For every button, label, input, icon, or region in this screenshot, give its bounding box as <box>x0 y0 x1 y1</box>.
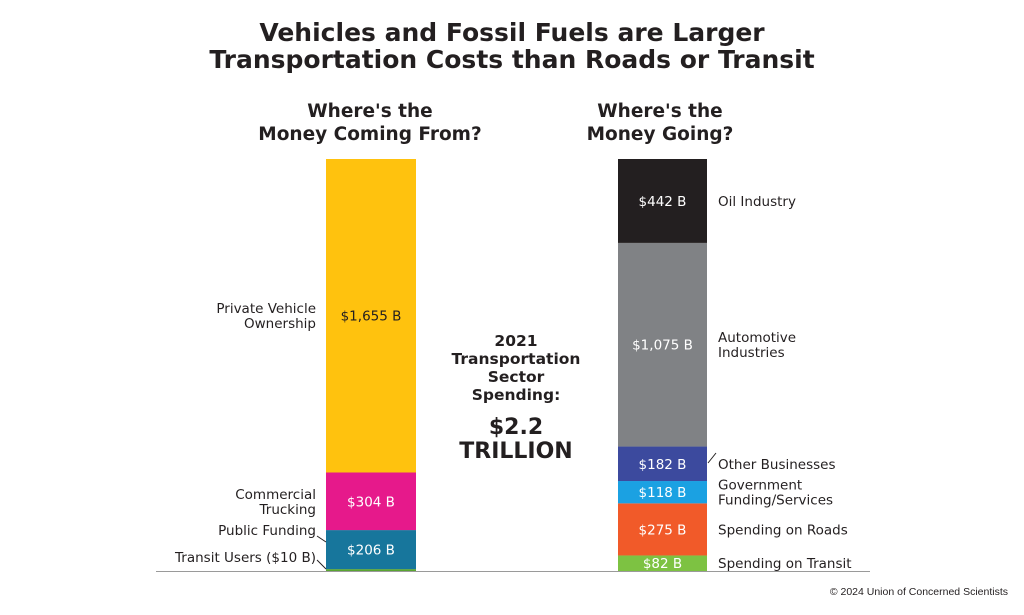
chart-title: Vehicles and Fossil Fuels are Larger Tra… <box>0 19 1024 73</box>
bar-segment-automotive-industries <box>618 242 707 447</box>
bar-segment-other-businesses <box>618 446 707 482</box>
right-heading-line2: Money Going? <box>586 124 734 145</box>
category-label-commercial-trucking: Commercial Trucking <box>235 487 316 518</box>
bar-segment-commercial-trucking <box>326 472 416 531</box>
left-heading-line2: Money Coming From? <box>258 124 482 145</box>
callout-line3: Sector <box>487 368 545 386</box>
leader-line-other-businesses <box>707 452 717 464</box>
right-heading-line1: Where's the <box>597 101 723 122</box>
category-label-spending-on-roads: Spending on Roads <box>718 522 848 538</box>
bar-segment-private-vehicle-ownership <box>326 159 416 473</box>
chart-title-line2: Transportation Costs than Roads or Trans… <box>209 45 815 74</box>
callout-line2: Transportation <box>451 350 581 368</box>
bar-segment-spending-on-roads <box>618 503 707 556</box>
chart-title-line1: Vehicles and Fossil Fuels are Larger <box>259 18 765 47</box>
value-label-other-businesses: $182 B <box>639 457 687 473</box>
callout-amount: $2.2 <box>488 415 544 440</box>
callout-line4: Spending: <box>471 386 561 404</box>
bar-segment-oil-industry <box>618 159 707 243</box>
value-label-private-vehicle-ownership: $1,655 B <box>341 309 402 325</box>
category-label-oil-industry: Oil Industry <box>718 194 796 210</box>
copyright-credit: © 2024 Union of Concerned Scientists <box>829 586 1008 598</box>
value-label-oil-industry: $442 B <box>639 194 687 210</box>
callout-year: 2021 <box>494 332 538 350</box>
category-label-spending-on-transit: Spending on Transit <box>718 556 852 572</box>
bar-segment-public-funding <box>326 530 416 570</box>
category-label-private-vehicle-ownership: Private Vehicle Ownership <box>216 301 316 332</box>
value-label-spending-on-transit: $82 B <box>643 556 682 572</box>
total-spending-callout: 2021 Transportation Sector Spending: $2.… <box>436 332 596 464</box>
leader-line-public-funding <box>316 535 327 543</box>
bar-segment-spending-on-transit <box>618 555 707 571</box>
right-column-heading: Where's the Money Going? <box>510 100 810 146</box>
leader-line-transit-users <box>316 559 327 570</box>
left-column-heading: Where's the Money Coming From? <box>220 100 520 146</box>
bar-segment-government-funding-services <box>618 481 707 504</box>
value-label-commercial-trucking: $304 B <box>347 494 395 510</box>
value-label-spending-on-roads: $275 B <box>639 522 687 538</box>
category-label-automotive-industries: Automotive Industries <box>718 330 796 361</box>
category-label-public-funding: Public Funding <box>218 523 316 539</box>
value-label-government-funding-services: $118 B <box>639 485 687 501</box>
value-label-automotive-industries: $1,075 B <box>632 338 693 354</box>
bar-segment-transit-users-10-b <box>326 569 416 571</box>
callout-unit: TRILLION <box>459 439 573 464</box>
category-label-government-funding-services: Government Funding/Services <box>718 478 833 509</box>
category-label-other-businesses: Other Businesses <box>718 457 836 473</box>
category-label-transit-users-10-b: Transit Users ($10 B) <box>174 550 316 566</box>
left-heading-line1: Where's the <box>307 101 433 122</box>
value-label-public-funding: $206 B <box>347 543 395 559</box>
